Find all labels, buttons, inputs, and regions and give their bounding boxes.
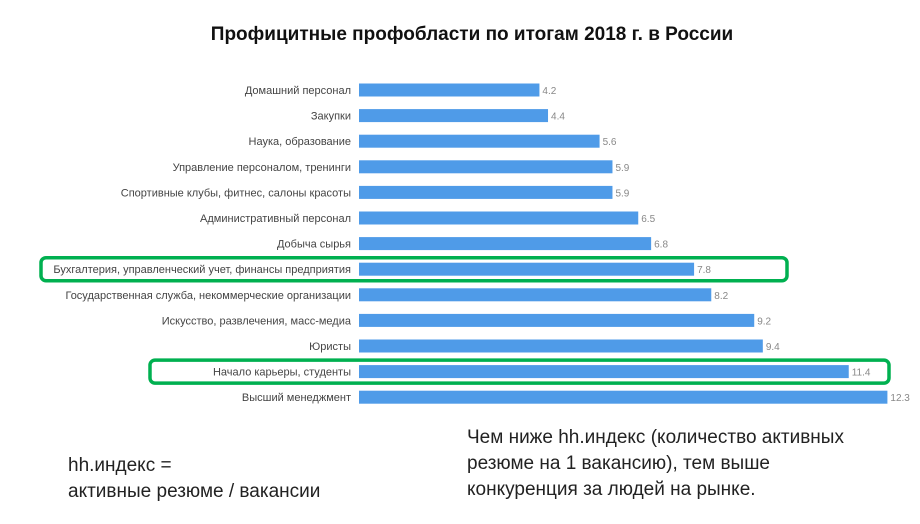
note-line: hh.индекс = bbox=[68, 455, 172, 476]
category-label: Искусство, развлечения, масс-медиа bbox=[162, 315, 352, 327]
bar bbox=[359, 185, 613, 199]
category-label: Домашний персонал bbox=[245, 85, 351, 97]
bar bbox=[359, 339, 763, 353]
data-label: 4.2 bbox=[542, 86, 556, 97]
bar bbox=[359, 211, 639, 225]
category-label: Закупки bbox=[311, 111, 351, 123]
data-label: 4.4 bbox=[551, 112, 565, 123]
bar bbox=[359, 160, 613, 174]
category-label: Добыча сырья bbox=[277, 239, 351, 251]
bar bbox=[359, 237, 652, 251]
bar bbox=[359, 365, 849, 379]
data-label: 5.6 bbox=[603, 137, 617, 148]
data-label: 12.3 bbox=[890, 393, 910, 404]
category-label: Спортивные клубы, фитнес, салоны красоты bbox=[121, 187, 351, 199]
category-label: Юристы bbox=[309, 341, 351, 353]
category-label: Высший менеджмент bbox=[242, 392, 351, 404]
data-label: 6.8 bbox=[654, 240, 668, 251]
highlight-box bbox=[39, 255, 789, 283]
data-label: 9.2 bbox=[757, 316, 771, 327]
category-label: Административный персонал bbox=[200, 213, 351, 225]
data-label: 5.9 bbox=[615, 188, 629, 199]
category-label: Государственная служба, некоммерческие о… bbox=[65, 290, 351, 302]
bar bbox=[359, 313, 755, 327]
data-label: 8.2 bbox=[714, 291, 728, 302]
chart-title: Профицитные профобласти по итогам 2018 г… bbox=[210, 24, 734, 45]
category-label: Наука, образование bbox=[249, 136, 351, 148]
data-label: 5.9 bbox=[615, 163, 629, 174]
bar bbox=[359, 288, 712, 302]
hh-index-explanation: Чем ниже hh.индекс (количество активных … bbox=[467, 425, 844, 503]
note-line: конкуренция за людей на рынке. bbox=[467, 479, 756, 500]
data-label: 9.4 bbox=[766, 342, 780, 353]
note-line: резюме на 1 вакансию), тем выше bbox=[467, 453, 770, 474]
bar bbox=[359, 109, 549, 123]
bar bbox=[359, 83, 540, 97]
hh-index-definition: hh.индекс = активные резюме / вакансии bbox=[68, 453, 320, 505]
note-line: Чем ниже hh.индекс (количество активных bbox=[467, 427, 844, 448]
data-label: 6.5 bbox=[641, 214, 655, 225]
data-label: 7.8 bbox=[697, 265, 711, 276]
bar bbox=[359, 262, 695, 276]
highlight-box bbox=[148, 358, 891, 385]
category-label: Начало карьеры, студенты bbox=[213, 367, 351, 379]
category-label: Управление персоналом, тренинги bbox=[173, 162, 351, 174]
data-label: 11.4 bbox=[852, 368, 871, 379]
bar bbox=[359, 134, 600, 148]
note-line: активные резюме / вакансии bbox=[68, 481, 321, 502]
category-label: Бухгалтерия, управленческий учет, финанс… bbox=[53, 264, 351, 276]
bar bbox=[359, 390, 888, 404]
